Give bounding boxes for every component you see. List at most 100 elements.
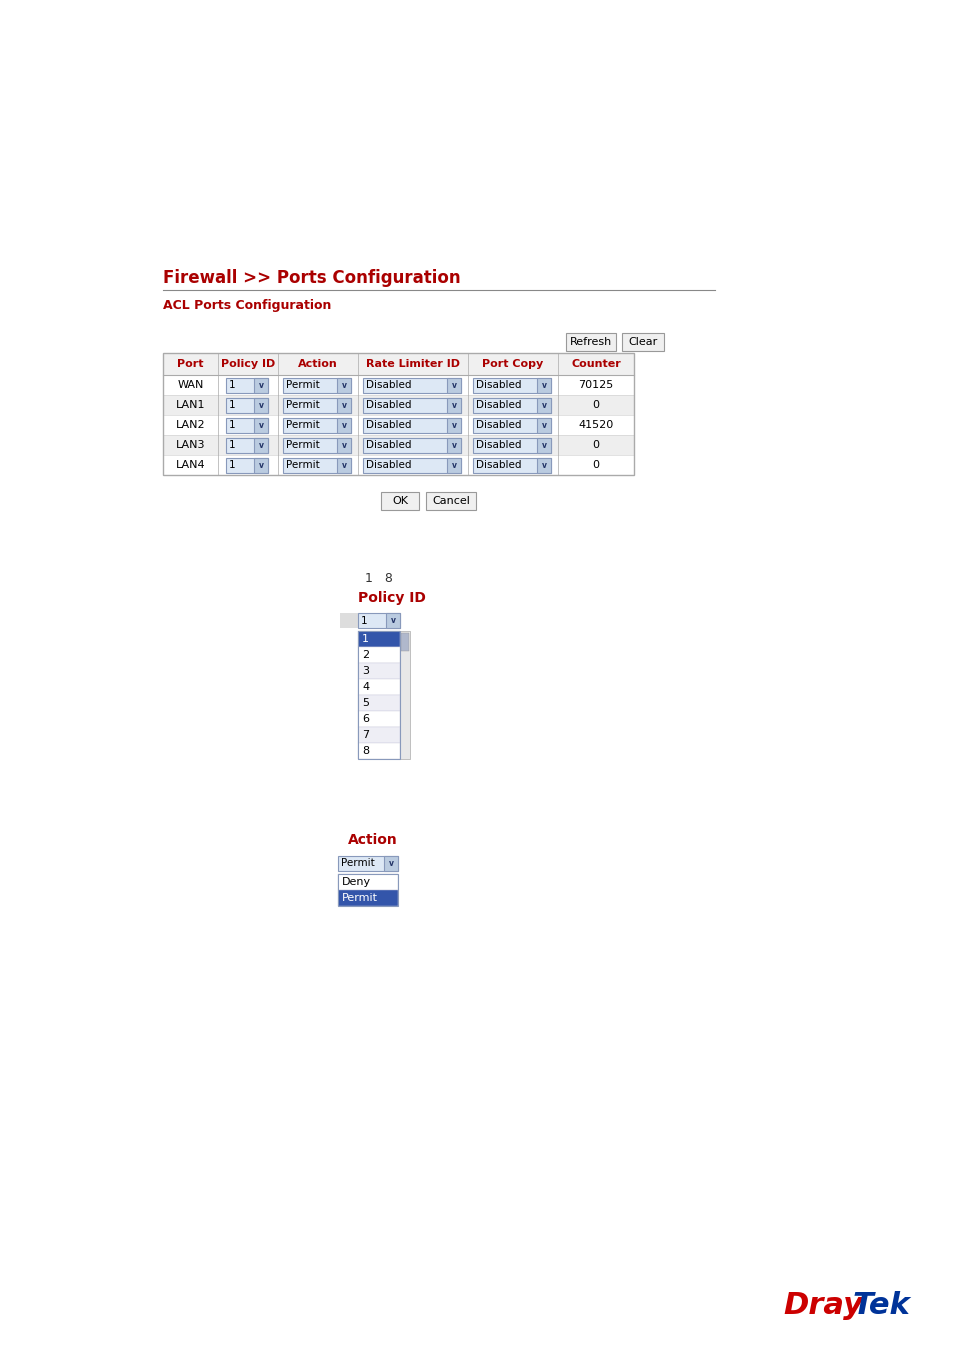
Bar: [621, 332, 663, 351]
Bar: [253, 397, 268, 412]
Text: Port: Port: [177, 359, 204, 369]
Text: 1: 1: [229, 380, 235, 390]
Bar: [363, 417, 460, 432]
Bar: [163, 376, 634, 394]
Text: Permit: Permit: [286, 380, 319, 390]
Bar: [473, 377, 551, 393]
Bar: [253, 377, 268, 393]
Bar: [363, 397, 460, 412]
Text: 6: 6: [361, 713, 369, 724]
Bar: [537, 438, 551, 453]
Text: v: v: [541, 461, 546, 470]
Bar: [226, 438, 268, 453]
Bar: [357, 743, 399, 759]
Bar: [447, 458, 460, 473]
Text: Permit: Permit: [341, 893, 377, 902]
Bar: [163, 415, 634, 435]
Bar: [447, 438, 460, 453]
Bar: [473, 458, 551, 473]
Text: v: v: [451, 420, 456, 430]
Bar: [537, 458, 551, 473]
Text: 3: 3: [361, 666, 369, 676]
Bar: [226, 417, 268, 432]
Bar: [336, 397, 351, 412]
Text: 1: 1: [361, 634, 369, 644]
Text: 1: 1: [229, 400, 235, 409]
Text: ACL Ports Configuration: ACL Ports Configuration: [163, 300, 331, 312]
Bar: [283, 377, 351, 393]
Text: 1: 1: [360, 616, 367, 626]
Bar: [339, 613, 357, 628]
Text: Port Copy: Port Copy: [482, 359, 543, 369]
Text: Rate Limiter ID: Rate Limiter ID: [366, 359, 459, 369]
Bar: [537, 397, 551, 412]
Bar: [336, 377, 351, 393]
Text: v: v: [258, 440, 263, 450]
Text: Permit: Permit: [286, 420, 319, 430]
Bar: [473, 397, 551, 412]
Text: Disabled: Disabled: [366, 440, 411, 450]
Text: Permit: Permit: [340, 858, 375, 869]
Bar: [426, 492, 476, 509]
Bar: [537, 417, 551, 432]
Bar: [253, 458, 268, 473]
Bar: [283, 397, 351, 412]
Bar: [447, 377, 460, 393]
Bar: [380, 492, 418, 509]
Bar: [386, 613, 399, 628]
Bar: [363, 458, 460, 473]
Text: v: v: [451, 461, 456, 470]
Text: Disabled: Disabled: [476, 380, 521, 390]
Text: 2: 2: [361, 650, 369, 661]
Bar: [253, 417, 268, 432]
Text: 5: 5: [361, 698, 369, 708]
Bar: [357, 711, 399, 727]
Bar: [226, 397, 268, 412]
Text: Disabled: Disabled: [476, 400, 521, 409]
Text: v: v: [451, 381, 456, 389]
Text: Disabled: Disabled: [476, 420, 521, 430]
Text: Cancel: Cancel: [432, 496, 470, 507]
Text: Disabled: Disabled: [366, 459, 411, 470]
Text: LAN1: LAN1: [175, 400, 205, 409]
Text: 0: 0: [592, 459, 598, 470]
Text: Disabled: Disabled: [366, 380, 411, 390]
Text: Deny: Deny: [341, 877, 371, 888]
Text: 1   8: 1 8: [365, 571, 393, 585]
Bar: [337, 874, 397, 890]
Bar: [357, 663, 399, 680]
Text: Permit: Permit: [286, 440, 319, 450]
Text: Clear: Clear: [628, 336, 657, 347]
Bar: [447, 417, 460, 432]
Bar: [336, 417, 351, 432]
Bar: [399, 631, 410, 759]
Text: LAN4: LAN4: [175, 459, 205, 470]
Text: v: v: [341, 461, 346, 470]
Text: LAN3: LAN3: [175, 440, 205, 450]
Bar: [163, 394, 634, 415]
Bar: [357, 613, 399, 628]
Text: Firewall >> Ports Configuration: Firewall >> Ports Configuration: [163, 269, 460, 286]
Text: v: v: [541, 420, 546, 430]
Text: 1: 1: [229, 420, 235, 430]
Text: 1: 1: [229, 459, 235, 470]
Text: Action: Action: [297, 359, 337, 369]
Text: Action: Action: [348, 834, 397, 847]
Text: LAN2: LAN2: [175, 420, 205, 430]
Bar: [357, 631, 399, 759]
Bar: [163, 435, 634, 455]
Bar: [400, 634, 409, 651]
Text: v: v: [390, 616, 395, 626]
Bar: [163, 455, 634, 476]
Bar: [337, 874, 397, 907]
Text: 4: 4: [361, 682, 369, 692]
Bar: [336, 438, 351, 453]
Text: v: v: [341, 440, 346, 450]
Bar: [357, 631, 399, 647]
Text: Disabled: Disabled: [476, 440, 521, 450]
Bar: [473, 438, 551, 453]
Text: Disabled: Disabled: [366, 400, 411, 409]
Text: 0: 0: [592, 440, 598, 450]
Text: Dray: Dray: [782, 1290, 862, 1320]
Bar: [226, 377, 268, 393]
